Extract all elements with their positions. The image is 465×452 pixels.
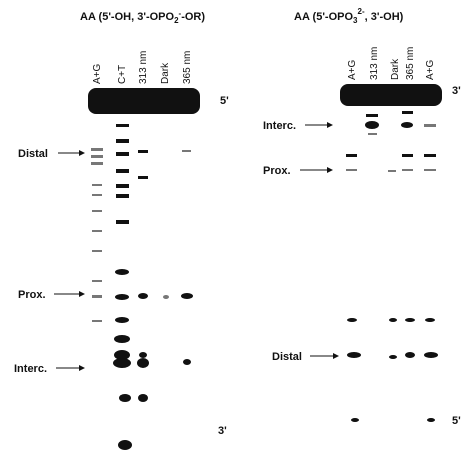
lane-label: A+G [347, 59, 358, 80]
lane-label: A+G [92, 63, 103, 84]
title-part: -OR) [181, 11, 205, 23]
lane-label: A+G [425, 59, 436, 80]
end-label: 5' [220, 95, 229, 107]
lane-label: 313 nm [138, 51, 149, 84]
right-title: AA (5'-OPO32-, 3'-OH) [294, 7, 404, 25]
title-sub: 3 [353, 16, 358, 25]
title-part: AA (5'-OPO [294, 11, 353, 23]
marker-label: Interc. [263, 120, 296, 132]
lane-label: 365 nm [405, 47, 416, 80]
end-label: 5' [452, 415, 461, 427]
gel-bands [340, 84, 442, 422]
lane-label: C+T [117, 65, 128, 84]
left-title: AA (5'-OH, 3'-OPO2--OR) [80, 9, 205, 25]
title-part: AA (5'-OH, 3'-OPO [80, 11, 174, 23]
lane-label: 313 nm [369, 47, 380, 80]
marker-label: Distal [272, 351, 302, 363]
lane-label: 365 nm [182, 51, 193, 84]
title-part: , 3'-OH) [365, 11, 404, 23]
lane-label: Dark [390, 58, 401, 80]
marker-label: Distal [18, 148, 48, 160]
marker-label: Prox. [263, 165, 291, 177]
marker-label: Interc. [14, 363, 47, 375]
end-label: 3' [452, 85, 461, 97]
marker-label: Prox. [18, 289, 46, 301]
lane-label: Dark [160, 62, 171, 84]
gel-bands [88, 88, 200, 450]
gel-figure: AA (5'-OH, 3'-OPO2--OR) A+G C+T 313 nm D… [0, 0, 465, 452]
end-label: 3' [218, 425, 227, 437]
